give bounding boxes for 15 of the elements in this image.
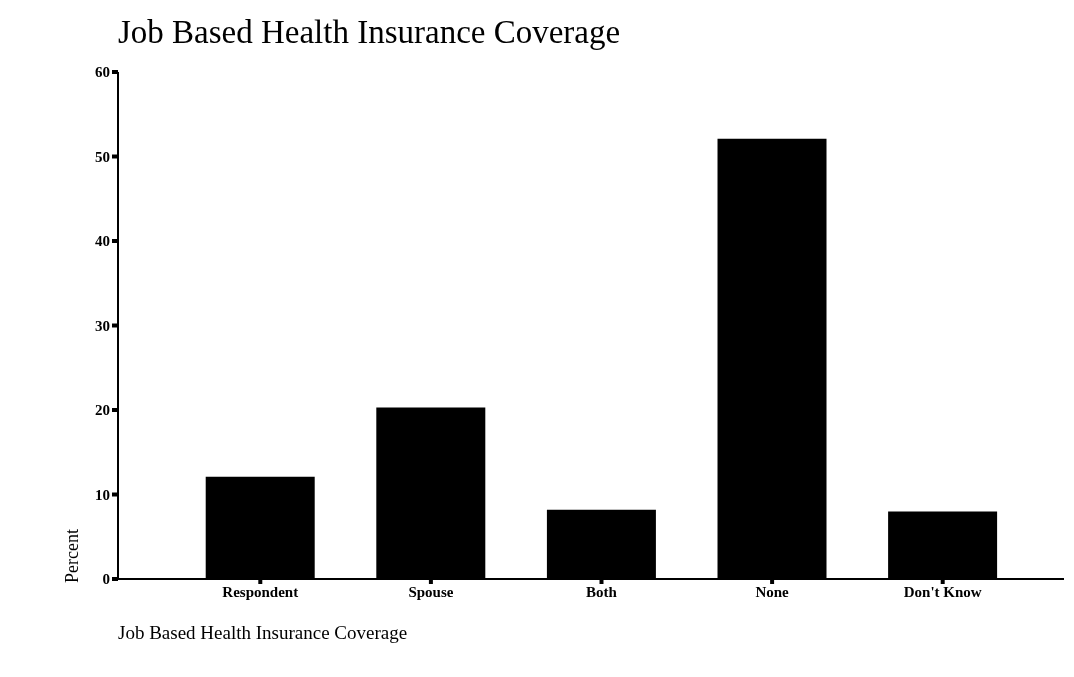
chart-title: Job Based Health Insurance Coverage: [118, 14, 621, 51]
y-tick-label: 60: [95, 64, 110, 81]
y-tick-label: 20: [95, 402, 110, 419]
y-tick-label: 30: [95, 317, 110, 334]
y-tick-label: 50: [95, 148, 110, 165]
x-axis-title: Job Based Health Insurance Coverage: [118, 622, 408, 644]
x-tick-label: None: [755, 583, 790, 600]
y-tick-label: 10: [95, 486, 110, 503]
x-tick-label: Don't Know: [903, 583, 982, 600]
x-tick-label: Respondent: [222, 583, 299, 600]
y-axis-title: Percent: [61, 529, 83, 583]
x-tick-label: Spouse: [408, 583, 454, 600]
y-tick-label: 0: [102, 571, 110, 588]
y-tick-label: 40: [95, 233, 110, 250]
x-tick-label: Both: [586, 583, 618, 600]
